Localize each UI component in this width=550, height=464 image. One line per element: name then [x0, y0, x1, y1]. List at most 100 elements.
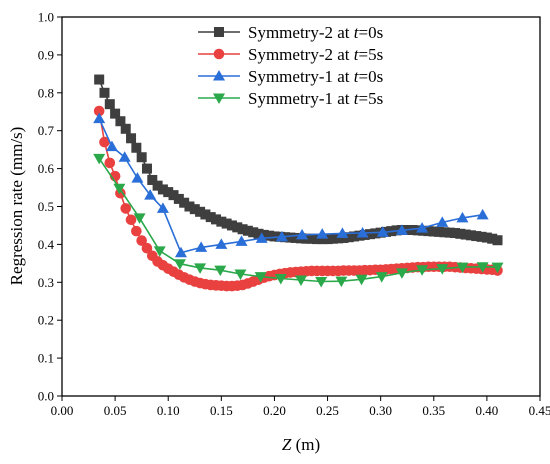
data-point [125, 214, 137, 226]
data-point [487, 233, 498, 244]
data-point [99, 136, 110, 148]
data-point [317, 234, 328, 245]
data-point [492, 235, 503, 246]
data-point [94, 74, 105, 85]
y-tick-label: 1.0 [38, 10, 54, 25]
data-point [248, 227, 259, 238]
data-point [269, 231, 280, 242]
legend-item: Symmetry-2 at t=5s [198, 45, 383, 64]
legend-label: Symmetry-2 at t=5s [248, 45, 383, 64]
legend-marker [214, 27, 224, 37]
data-point [333, 233, 344, 244]
data-point [349, 231, 360, 242]
data-point [296, 228, 309, 240]
data-point [221, 218, 232, 229]
legend: Symmetry-2 at t=0s Symmetry-2 at t=5s Symm… [198, 23, 383, 108]
data-point [105, 140, 118, 152]
y-tick-label: 0.2 [38, 313, 54, 328]
data-point [211, 214, 222, 225]
x-tick-label: 0.30 [369, 403, 392, 418]
data-point [481, 232, 492, 243]
data-point [195, 206, 206, 217]
data-point [126, 133, 137, 144]
data-point [407, 224, 418, 235]
axis-ticks: 0.00 0.05 0.10 0.15 0.20 0.25 0.30 0.35 0.40 0.45… [38, 10, 550, 419]
data-point [434, 226, 445, 237]
data-point [395, 268, 408, 279]
data-point [416, 265, 429, 276]
data-point [254, 272, 267, 283]
data-point [476, 208, 489, 220]
x-tick-label: 0.25 [316, 403, 339, 418]
data-point [322, 234, 333, 245]
data-point [275, 230, 288, 242]
data-point [491, 262, 504, 274]
data-point [476, 231, 487, 242]
data-point [136, 152, 147, 163]
data-point [376, 226, 389, 237]
data-point [327, 233, 338, 244]
data-point [133, 213, 146, 224]
data-point [174, 246, 187, 258]
y-tick-label: 0.1 [38, 351, 54, 366]
data-point [311, 234, 322, 245]
legend-item: Symmetry-1 at t=0s [198, 67, 383, 86]
data-point [336, 227, 349, 238]
data-point [306, 233, 317, 244]
data-point [120, 123, 131, 134]
data-point [110, 108, 121, 119]
data-point [216, 216, 227, 227]
data-point [200, 209, 211, 220]
data-point [173, 259, 186, 270]
data-point [370, 228, 381, 239]
data-point [436, 216, 449, 227]
data-point [147, 174, 158, 185]
data-point [444, 227, 455, 238]
data-point [416, 222, 429, 233]
x-axis-title: Z (m) [282, 435, 320, 454]
data-point [173, 193, 184, 204]
data-point [365, 229, 376, 240]
legend-item: Symmetry-1 at t=5s [198, 89, 383, 108]
data-point [115, 116, 126, 127]
data-point [471, 231, 482, 242]
data-point [465, 230, 476, 241]
data-point [152, 180, 163, 191]
data-point [131, 142, 142, 153]
data-point [253, 228, 264, 239]
data-point [104, 99, 115, 110]
data-point [456, 262, 469, 274]
legend-label: Symmetry-2 at t=0s [248, 23, 383, 42]
y-tick-label: 0.9 [38, 47, 54, 62]
data-point [163, 187, 174, 198]
data-point [274, 274, 287, 285]
y-tick-label: 0.5 [38, 199, 54, 214]
y-tick-label: 0.8 [38, 85, 54, 100]
data-point [450, 228, 461, 239]
data-point [189, 204, 200, 215]
y-tick-label: 0.3 [38, 275, 54, 290]
data-point [460, 229, 471, 240]
x-tick-label: 0.40 [476, 403, 499, 418]
data-point [264, 230, 275, 241]
data-point [423, 226, 434, 237]
data-point [316, 228, 329, 239]
legend-item: Symmetry-2 at t=0s [198, 23, 383, 42]
data-point [237, 224, 248, 235]
data-point [338, 232, 349, 243]
data-point [136, 235, 147, 246]
x-tick-label: 0.20 [263, 403, 286, 418]
legend-marker [213, 70, 225, 81]
x-tick-label: 0.10 [157, 403, 180, 418]
data-point [93, 112, 106, 124]
data-point [285, 232, 296, 243]
data-point [428, 226, 439, 237]
data-point [99, 87, 110, 98]
x-axis-title-var: Z [282, 435, 292, 454]
data-point [120, 203, 132, 214]
data-point [131, 225, 142, 237]
y-tick-label: 0.7 [38, 123, 55, 138]
data-point [214, 265, 227, 277]
data-point [232, 222, 243, 233]
data-point [290, 232, 301, 243]
